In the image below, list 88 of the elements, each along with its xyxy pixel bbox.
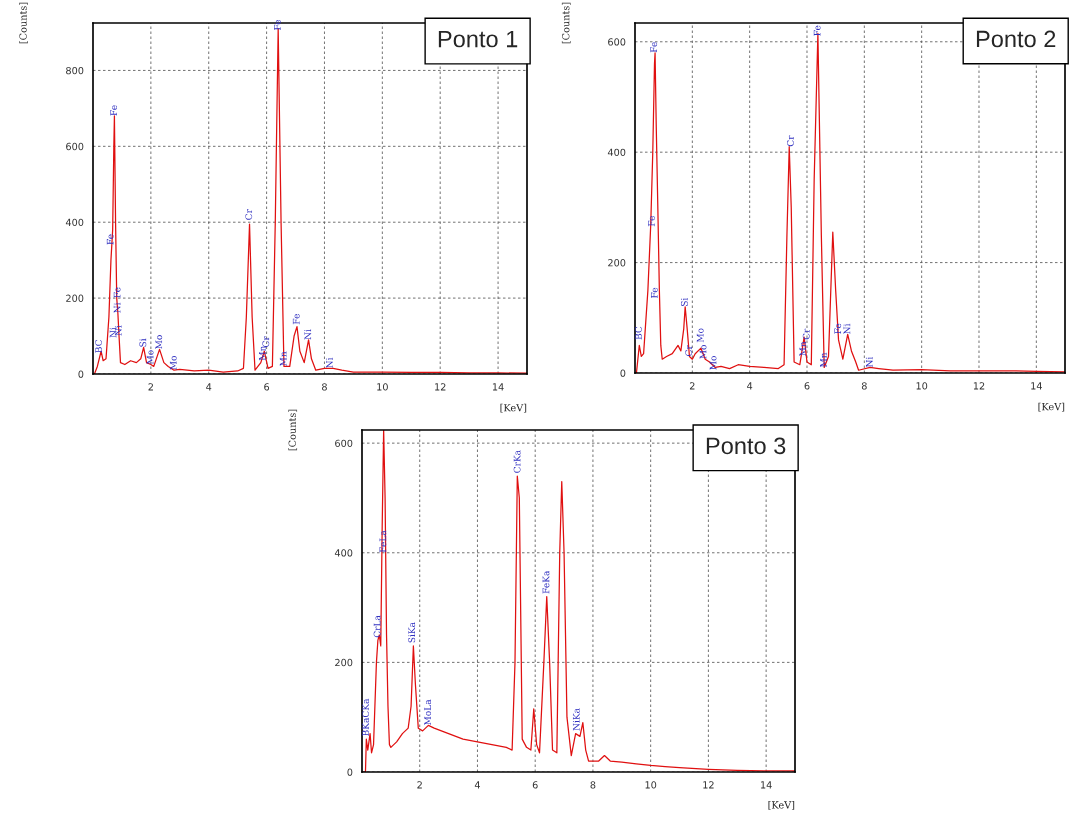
annotation: Cr [262,336,270,347]
y-axis-title: [Counts] [19,2,28,44]
annotation: Ni [865,356,873,368]
annotation: Ni [114,325,122,336]
annotation: BC [635,326,642,340]
annotation: Mn [279,351,287,366]
x-tick-label: 8 [322,383,327,391]
annotation: Fe [834,323,842,334]
annotation: Fe [110,105,118,116]
x-tick-label: 6 [264,383,270,391]
y-tick-label: 0 [347,768,353,776]
x-tick-label: 14 [1031,382,1042,390]
annotation: Fe [274,19,281,31]
annotation: Si [680,297,688,306]
y-tick-label: 400 [334,549,353,557]
annotation: Fe [106,234,114,245]
annotation: BKaCKa [362,698,369,736]
x-axis-title: [KeV] [500,403,527,413]
x-tick-label: 6 [804,382,810,390]
y-tick-label: 200 [608,259,626,267]
annotation: Ni [843,323,851,334]
x-tick-label: 12 [435,383,446,391]
line-series [362,430,795,772]
x-tick-label: 10 [645,781,657,789]
annotation: Ni [113,302,121,313]
x-tick-label: 4 [474,781,481,789]
annotation: MoLa [424,699,432,725]
annotation: Mo [699,344,707,359]
annotation: Fe [650,42,658,53]
annotation: Mo [146,350,154,365]
y-tick-label: 200 [66,294,84,302]
annotation: Fe [648,216,655,227]
x-tick-label: 12 [703,781,714,789]
annotation: SiKa [408,622,416,643]
x-tick-label: 4 [206,383,212,391]
x-tick-label: 2 [417,781,422,789]
annotation: FeKa [542,570,550,594]
x-tick-label: 10 [377,383,388,391]
annotation: Mn [259,345,266,361]
y-tick-label: 600 [608,38,626,46]
x-tick-label: 6 [532,781,538,789]
x-axis-title: [KeV] [768,801,795,810]
y-tick-label: 600 [335,439,353,447]
annotation: Cr [787,135,794,147]
annotation: Ni [326,357,333,368]
annotation: Mn [799,341,807,356]
annotation: Cr [802,328,810,340]
chart-title: Ponto 3 [706,437,786,455]
x-tick-label: 2 [148,383,153,391]
annotation: Mo [169,355,177,370]
x-tick-label: 14 [761,781,772,789]
y-tick-label: 600 [66,142,84,151]
chart-title: Ponto 1 [438,30,518,48]
annotation: Fe [813,25,821,36]
chart-title: Ponto 2 [976,30,1056,48]
y-tick-label: 400 [607,148,626,157]
x-tick-label: 4 [747,382,753,390]
annotation: CrLa [373,615,381,638]
annotation: Cr [685,345,693,356]
x-tick-label: 8 [590,781,596,789]
x-axis-title: [KeV] [1038,402,1065,412]
x-tick-label: 2 [689,382,695,390]
y-tick-label: 800 [66,66,84,75]
x-tick-label: 14 [492,383,504,391]
x-tick-label: 12 [973,382,985,390]
annotation: Cr [245,209,253,220]
y-axis-title: [Counts] [288,409,298,451]
annotation: CrKa [513,450,521,473]
x-tick-label: 8 [861,382,867,390]
y-tick-label: 0 [620,369,626,377]
annotation: Fe [650,287,658,298]
annotation: Ni [304,329,312,340]
y-axis-title: [Counts] [561,2,571,44]
annotation: Mn [820,352,827,368]
y-tick-label: 0 [78,370,84,378]
annotation: Fe [113,287,121,298]
annotation: NiKa [572,708,580,731]
y-tick-label: 400 [65,218,84,227]
annotation: Mo [696,328,704,343]
y-tick-label: 200 [335,658,353,667]
x-tick-label: 10 [916,382,928,390]
annotation: Fe [292,314,300,325]
annotation: Si [139,338,147,347]
annotation: Mo [155,335,163,349]
annotation: BC [95,339,102,353]
annotation: Mo [709,356,717,370]
annotation: Ni [109,327,117,338]
annotation: FeLa [379,530,387,553]
